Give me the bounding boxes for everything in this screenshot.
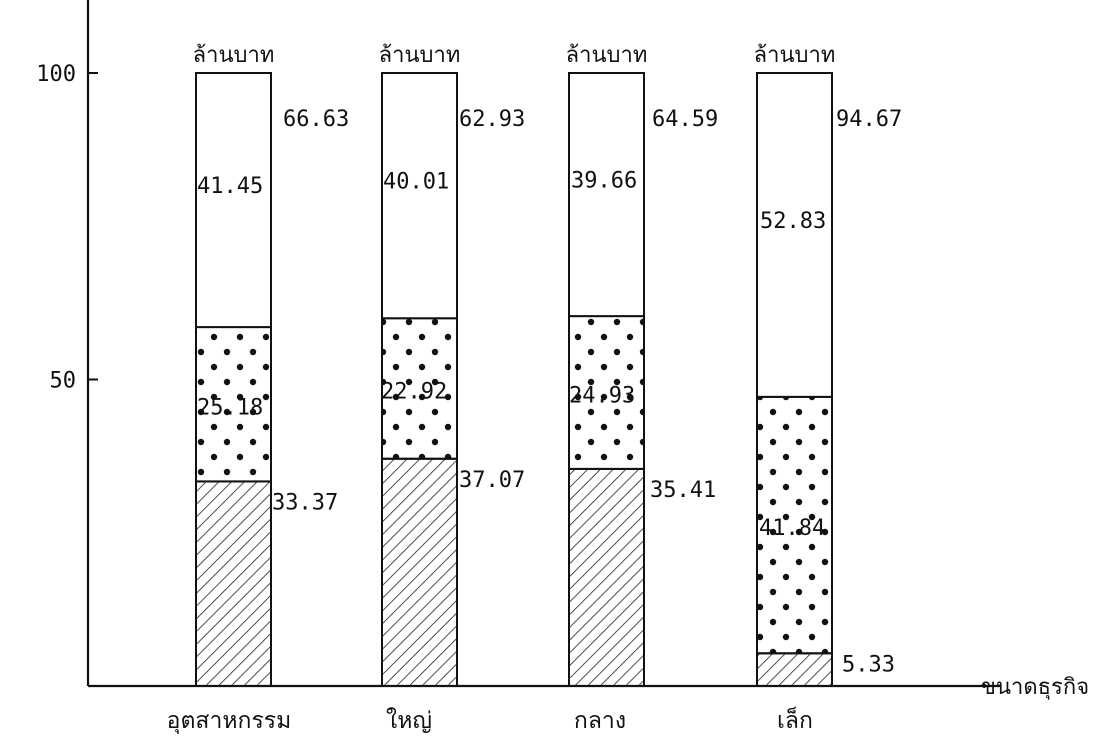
unit-label: ล้านบาท (566, 43, 648, 68)
value-label-upper: 64.59 (652, 107, 718, 132)
bar-segment-hatch (568, 467, 645, 687)
bar-segment-hatch (381, 457, 458, 687)
value-label-upper: 66.63 (283, 107, 349, 132)
bars (195, 72, 833, 687)
value-label-blank: 40.01 (383, 170, 449, 195)
value-label-dots: 24.93 (569, 384, 635, 409)
value-label-dots: 41.84 (759, 516, 825, 541)
bar-segment-dots (195, 326, 272, 483)
value-label-hatch: 5.33 (842, 652, 895, 677)
value-label-upper: 94.67 (836, 107, 902, 132)
y-tick-label: 100 (36, 62, 76, 87)
bar-segment-hatch (756, 652, 833, 687)
unit-label: ล้านบาท (379, 43, 461, 68)
bar-segment-blank (195, 72, 272, 329)
bar-segment-blank (568, 72, 645, 318)
bar-segment-blank (756, 72, 833, 398)
value-label-hatch: 33.37 (272, 490, 338, 515)
y-tick-label: 50 (50, 369, 77, 394)
value-label-upper: 62.93 (459, 107, 525, 132)
category-label: ใหญ่ (386, 707, 432, 734)
category-label: เล็ก (777, 705, 813, 734)
value-label-dots: 22.92 (381, 380, 447, 405)
value-label-blank: 52.83 (760, 209, 826, 234)
category-label: กลาง (574, 708, 626, 734)
bar-segment-dots (381, 317, 458, 460)
bar-segment-blank (381, 72, 458, 320)
x-axis-label: ขนาดธุรกิจ (981, 675, 1089, 700)
value-label-hatch: 35.41 (650, 478, 716, 503)
value-label-blank: 41.45 (197, 174, 263, 199)
axes: 50 100 ขนาดธุรกิจ (36, 0, 1089, 700)
unit-label: ล้านบาท (193, 43, 275, 68)
value-label-blank: 39.66 (571, 169, 637, 194)
unit-label: ล้านบาท (754, 43, 836, 68)
value-label-dots: 25.18 (197, 395, 263, 420)
bar-segment-dots (756, 395, 833, 655)
category-label: อุตสาหกรรม (167, 708, 292, 734)
bar-segment-hatch (195, 480, 272, 687)
value-label-hatch: 37.07 (459, 468, 525, 493)
